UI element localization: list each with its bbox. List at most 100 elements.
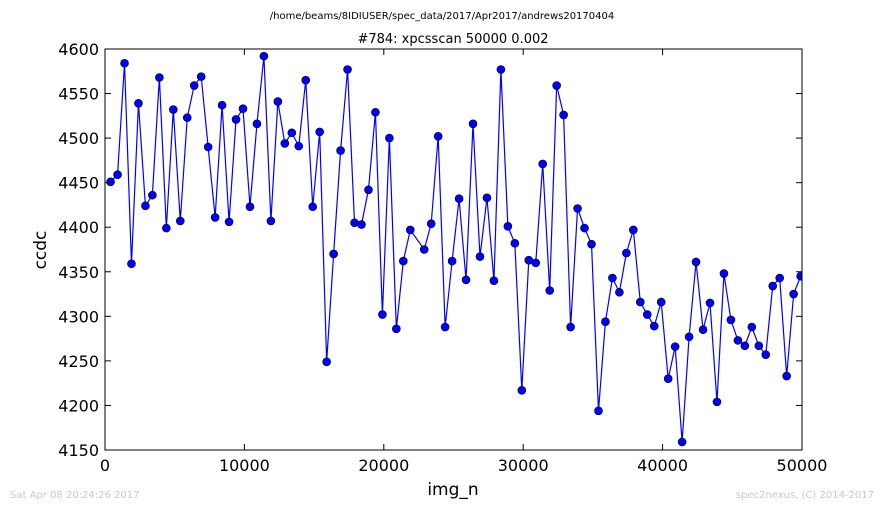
data-point xyxy=(364,185,373,195)
data-point xyxy=(573,204,582,213)
data-point xyxy=(594,406,603,416)
data-point xyxy=(629,225,638,235)
x-tick-label: 20000 xyxy=(358,456,409,475)
data-point xyxy=(461,275,471,285)
data-point xyxy=(475,252,485,261)
data-point xyxy=(503,222,513,231)
data-point xyxy=(210,213,220,222)
data-point xyxy=(287,128,297,138)
data-point xyxy=(566,322,575,332)
data-point xyxy=(371,107,380,117)
data-point xyxy=(252,119,262,129)
data-point xyxy=(587,239,596,249)
data-point xyxy=(656,297,666,307)
series-line xyxy=(110,56,802,443)
plot-data-layer xyxy=(106,51,802,447)
data-point xyxy=(189,81,199,90)
data-point xyxy=(405,225,415,235)
data-point xyxy=(552,81,561,90)
data-point xyxy=(663,374,673,384)
data-point xyxy=(217,100,227,110)
data-point xyxy=(392,324,401,334)
data-point xyxy=(684,332,694,342)
data-point xyxy=(454,194,464,204)
data-point xyxy=(691,257,701,267)
data-point xyxy=(203,142,213,152)
data-point xyxy=(482,193,492,203)
data-point xyxy=(517,385,527,395)
y-tick-label: 4500 xyxy=(58,129,99,148)
y-axis-label: ccdc xyxy=(31,231,51,270)
data-point xyxy=(294,141,304,151)
data-point xyxy=(419,245,429,254)
data-point xyxy=(196,72,206,81)
data-point xyxy=(670,342,680,351)
data-point xyxy=(273,97,283,106)
data-point xyxy=(106,177,115,187)
y-tick-label: 4550 xyxy=(58,85,99,104)
data-point xyxy=(245,202,255,212)
data-point xyxy=(761,350,771,359)
data-point xyxy=(712,397,722,407)
y-tick-label: 4250 xyxy=(58,352,99,371)
data-point xyxy=(315,127,324,137)
data-point xyxy=(782,371,791,381)
data-point xyxy=(649,321,659,331)
x-tick-label: 0 xyxy=(100,456,110,475)
data-point xyxy=(357,220,366,229)
data-point xyxy=(148,190,157,200)
y-tick-label: 4150 xyxy=(58,441,99,460)
data-point xyxy=(468,119,478,129)
footer-timestamp: Sat Apr 08 20:24:26 2017 xyxy=(10,490,140,501)
data-point xyxy=(538,159,548,169)
data-point xyxy=(175,216,185,226)
data-point xyxy=(754,341,764,351)
data-point xyxy=(343,65,352,74)
y-tick-label: 4600 xyxy=(58,40,99,59)
data-point xyxy=(238,104,248,113)
data-point xyxy=(635,297,645,307)
data-point xyxy=(280,139,290,148)
x-tick-label: 30000 xyxy=(498,456,549,475)
data-point xyxy=(134,99,143,108)
data-point xyxy=(545,286,554,295)
data-point xyxy=(336,146,345,155)
data-point xyxy=(768,281,778,291)
data-point xyxy=(489,276,499,285)
data-point xyxy=(775,273,785,283)
data-point xyxy=(615,287,624,297)
data-point xyxy=(601,317,610,326)
data-point xyxy=(642,310,652,319)
data-point xyxy=(789,289,798,299)
data-point xyxy=(622,248,631,258)
x-tick-label: 40000 xyxy=(637,456,688,475)
data-point xyxy=(440,322,450,332)
data-point xyxy=(559,110,568,120)
data-point xyxy=(120,58,129,68)
data-point xyxy=(224,217,234,227)
x-axis-label: img_n xyxy=(427,480,478,500)
data-point xyxy=(531,258,541,268)
y-tick-label: 4400 xyxy=(58,218,99,237)
x-tick-label: 50000 xyxy=(777,456,828,475)
data-point xyxy=(127,259,136,269)
data-point xyxy=(726,315,736,325)
y-tick-label: 4350 xyxy=(58,263,99,282)
data-point xyxy=(113,170,122,179)
data-point xyxy=(322,357,331,367)
data-point xyxy=(747,322,757,332)
chart-title: #784: xpcsscan 50000 0.002 xyxy=(357,32,548,47)
data-point xyxy=(426,219,436,228)
data-point xyxy=(433,132,443,141)
data-point xyxy=(301,75,311,85)
x-tick-label: 10000 xyxy=(219,456,270,475)
data-point xyxy=(677,437,687,447)
data-point xyxy=(399,256,408,266)
data-point xyxy=(329,249,338,259)
plot-frame xyxy=(104,48,803,451)
data-point xyxy=(510,238,520,248)
data-point xyxy=(608,273,617,283)
data-point xyxy=(733,336,743,345)
data-point xyxy=(447,256,457,266)
